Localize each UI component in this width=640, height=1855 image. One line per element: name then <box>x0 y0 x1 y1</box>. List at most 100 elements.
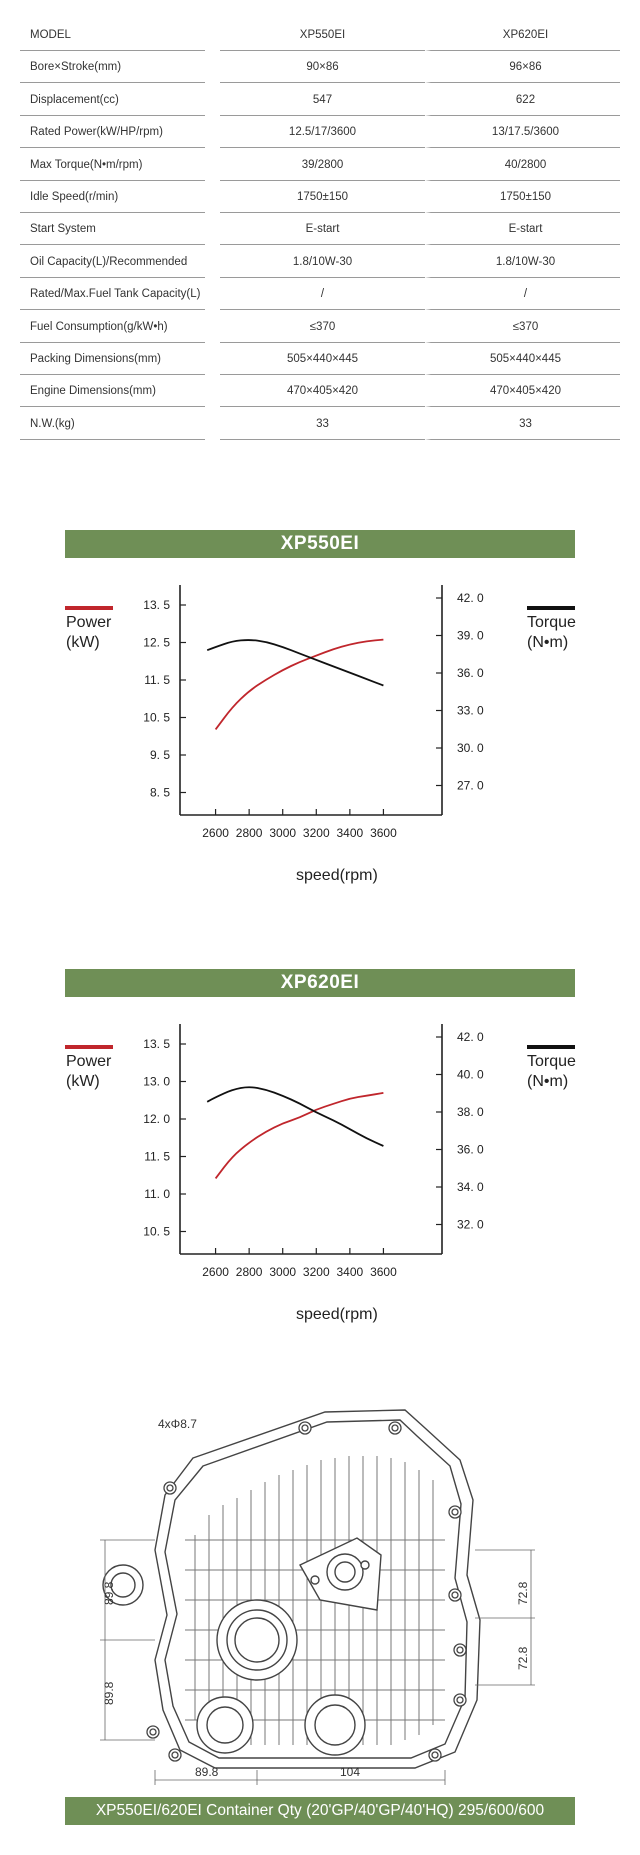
y-right-tick-label: 36. 0 <box>457 666 484 680</box>
torque-curve <box>206 639 384 687</box>
torque-curve <box>206 1086 384 1147</box>
crankcase-outline <box>154 1409 481 1769</box>
y-right-tick-label: 39. 0 <box>457 629 484 643</box>
y-left-tick-label: 13. 5 <box>143 598 170 612</box>
y-left-tick-label: 11. 0 <box>144 1187 170 1201</box>
breather-plate <box>299 1537 382 1611</box>
table-row: Start System E-start E-start <box>20 214 620 246</box>
row-label: Packing Dimensions(mm) <box>20 344 205 375</box>
holes-dimension-label: 4xΦ8.7 <box>158 1417 197 1431</box>
y-left-tick-label: 8. 5 <box>150 786 170 800</box>
right-bottom-dimension-label: 72.8 <box>516 1646 530 1670</box>
cell-value: 470×405×420 <box>425 376 620 408</box>
x-tick-label: 3200 <box>303 826 330 840</box>
cell-value: 13/17.5/3600 <box>425 117 620 149</box>
cell-value: 1750±150 <box>425 181 620 213</box>
x-tick-label: 2600 <box>202 1265 229 1279</box>
y-right-tick-label: 34. 0 <box>457 1180 484 1194</box>
row-label: Max Torque(N•m/rpm) <box>20 150 205 181</box>
x-tick-label: 3200 <box>303 1265 330 1279</box>
y-left-tick-label: 11. 5 <box>144 1150 170 1164</box>
bore-circles <box>102 1564 366 1756</box>
cell-value: 1.8/10W-30 <box>425 246 620 278</box>
table-row: Rated Power(kW/HP/rpm) 12.5/17/3600 13/17.… <box>20 117 620 149</box>
cell-value: 470×405×420 <box>220 376 425 408</box>
x-tick-label: 2600 <box>202 826 229 840</box>
row-label: N.W.(kg) <box>20 409 205 440</box>
y-left-tick-label: 13. 5 <box>143 1037 170 1051</box>
power-legend-label: Power (kW) <box>66 1053 112 1090</box>
row-label: Bore×Stroke(mm) <box>20 52 205 84</box>
y-right-tick-label: 27. 0 <box>457 779 484 793</box>
cell-value: 33 <box>220 409 425 440</box>
torque-legend-swatch <box>527 1045 575 1049</box>
x-tick-label: 3600 <box>370 826 397 840</box>
cell-value: E-start <box>220 214 425 246</box>
power-curve <box>214 638 384 730</box>
table-row: Oil Capacity(L)/Recommended 1.8/10W-30 1.8… <box>20 246 620 279</box>
cell-value: / <box>425 279 620 311</box>
y-right-tick-label: 36. 0 <box>457 1143 484 1157</box>
dimension-lines <box>100 1539 535 1785</box>
y-left-tick-label: 10. 5 <box>143 711 170 725</box>
x-tick-label: 2800 <box>236 826 263 840</box>
chart-plot-xp620ei: 13. 5 13. 0 12. 0 11. 5 11. 0 10. 5 42. 0 40. 0… <box>143 1024 484 1279</box>
x-tick-label: 3400 <box>337 1265 364 1279</box>
cell-value: 96×86 <box>425 52 620 84</box>
bottom-left-dimension-label: 89.8 <box>195 1765 219 1779</box>
cell-value: ≤370 <box>220 312 425 343</box>
table-header-row: MODEL XP550EI XP620EI <box>20 20 620 52</box>
cell-value: E-start <box>425 214 620 246</box>
cell-value: XP550EI <box>220 20 425 51</box>
cell-value: 12.5/17/3600 <box>220 117 425 149</box>
x-tick-label: 3600 <box>370 1265 397 1279</box>
spec-table: MODEL XP550EI XP620EI Bore×Stroke(mm) 90×86 9… <box>20 20 620 441</box>
y-left-tick-label: 12. 5 <box>143 636 170 650</box>
right-top-dimension-label: 72.8 <box>516 1581 530 1605</box>
torque-legend-label: Torque (N•m) <box>527 1053 576 1090</box>
container-qty-banner: XP550EI/620EI Container Qty (20'GP/40'GP… <box>65 1797 575 1825</box>
table-row: Bore×Stroke(mm) 90×86 96×86 <box>20 52 620 84</box>
row-label: Rated/Max.Fuel Tank Capacity(L) <box>20 279 205 311</box>
cell-value: / <box>220 279 425 311</box>
y-right-tick-label: 30. 0 <box>457 741 484 755</box>
table-row: Fuel Consumption(g/kW•h) ≤370 ≤370 <box>20 311 620 344</box>
power-legend-swatch <box>65 1045 113 1049</box>
row-label: Engine Dimensions(mm) <box>20 376 205 408</box>
cell-value: 505×440×445 <box>425 343 620 375</box>
row-label: Displacement(cc) <box>20 85 205 116</box>
bottom-right-dimension-label: 104 <box>340 1765 360 1779</box>
y-left-tick-label: 11. 5 <box>144 673 170 687</box>
y-right-tick-label: 40. 0 <box>457 1068 484 1082</box>
x-axis-label: speed(rpm) <box>296 1306 378 1323</box>
y-right-tick-label: 38. 0 <box>457 1105 484 1119</box>
row-label: Oil Capacity(L)/Recommended <box>20 247 205 278</box>
table-row: Idle Speed(r/min) 1750±150 1750±150 <box>20 181 620 214</box>
table-row: Displacement(cc) 547 622 <box>20 84 620 117</box>
table-row: Packing Dimensions(mm) 505×440×445 505×440… <box>20 343 620 376</box>
mounting-holes <box>146 1421 467 1762</box>
left-bottom-dimension-label: 89.8 <box>102 1681 116 1705</box>
power-curve <box>214 1092 384 1179</box>
power-legend-label: Power (kW) <box>66 614 112 651</box>
y-right-tick-label: 33. 0 <box>457 704 484 718</box>
chart-plot-xp550ei: 13. 5 12. 5 11. 5 10. 5 9. 5 8. 5 42. 0 39. 0 36… <box>143 585 484 840</box>
cell-value: XP620EI <box>425 20 620 51</box>
cell-value: 1.8/10W-30 <box>220 247 425 278</box>
x-axis-label: speed(rpm) <box>296 867 378 884</box>
cell-value: 622 <box>425 84 620 116</box>
x-tick-label: 2800 <box>236 1265 263 1279</box>
row-label: Fuel Consumption(g/kW•h) <box>20 312 205 343</box>
table-row: Engine Dimensions(mm) 470×405×420 470×405×… <box>20 376 620 408</box>
y-right-tick-label: 42. 0 <box>457 1030 484 1044</box>
x-tick-label: 3000 <box>269 1265 296 1279</box>
y-left-tick-label: 10. 5 <box>143 1225 170 1239</box>
table-row: Max Torque(N•m/rpm) 39/2800 40/2800 <box>20 149 620 182</box>
table-row: Rated/Max.Fuel Tank Capacity(L) / / <box>20 279 620 311</box>
row-label: Idle Speed(r/min) <box>20 182 205 213</box>
cell-value: 40/2800 <box>425 149 620 181</box>
row-label: MODEL <box>20 20 205 51</box>
row-label: Rated Power(kW/HP/rpm) <box>20 117 205 149</box>
chart-title-xp620ei: XP620EI <box>65 969 575 997</box>
